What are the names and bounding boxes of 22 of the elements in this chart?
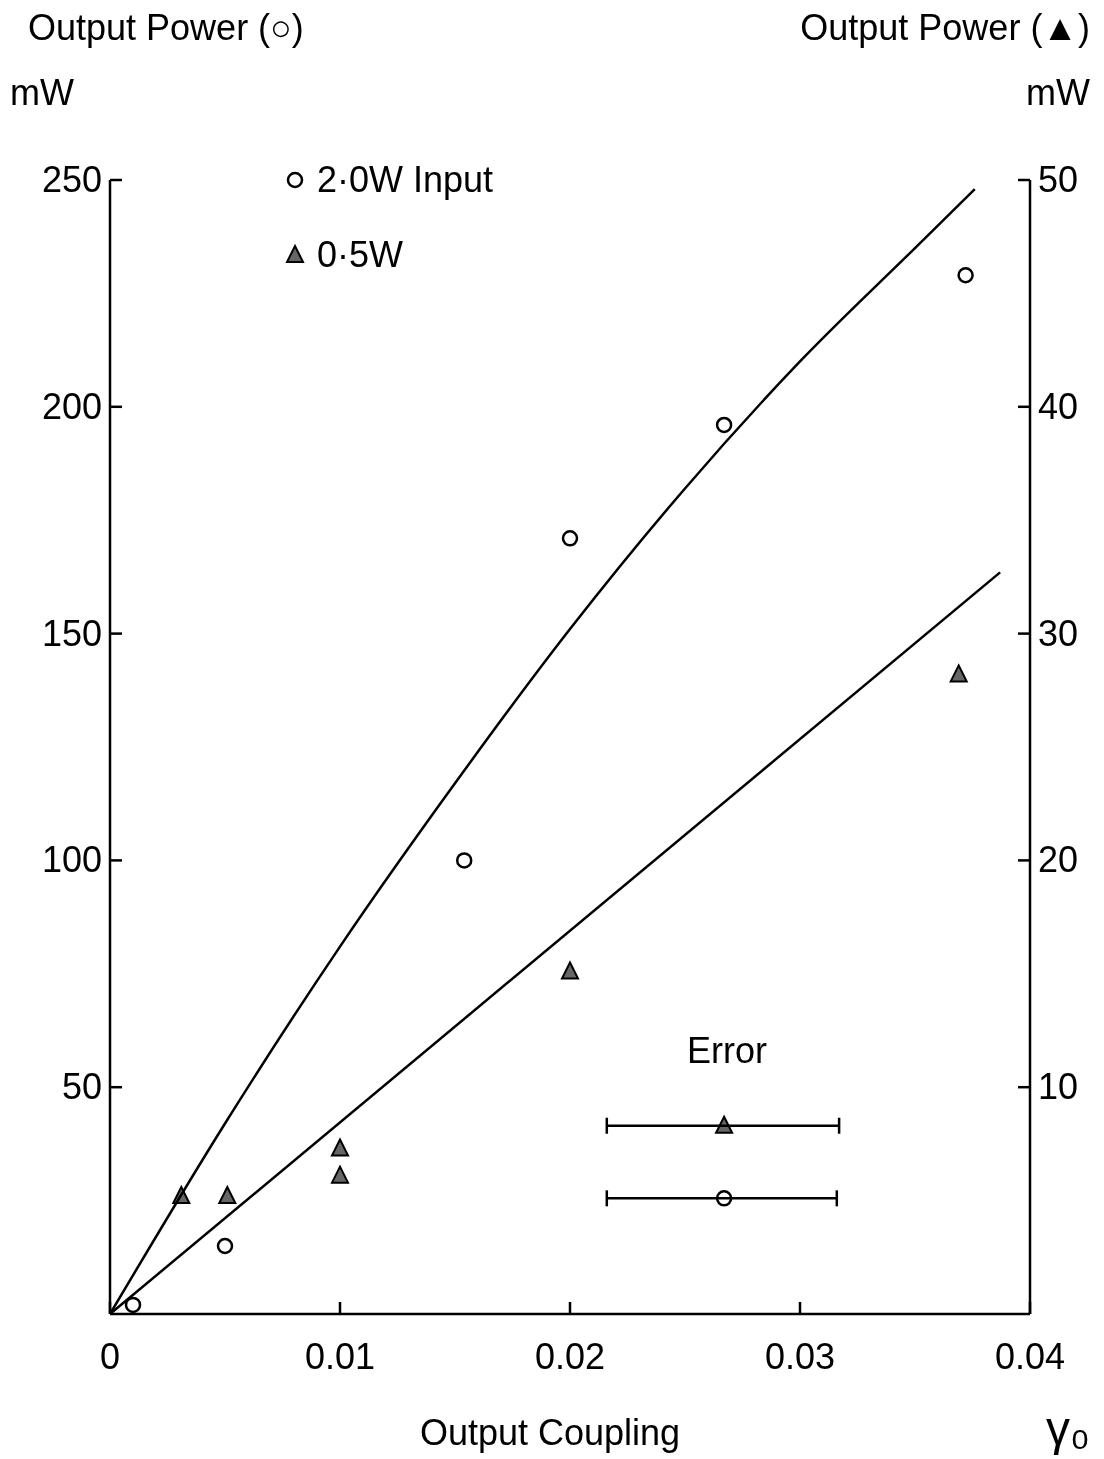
y-axis-title: Output Power (○) mW bbox=[10, 7, 304, 113]
y2-tick-label: 30 bbox=[1038, 612, 1079, 654]
y-tick-label: 250 bbox=[41, 159, 102, 200]
y-tick-label: 150 bbox=[41, 612, 102, 654]
legend-label: 0·5W bbox=[317, 234, 404, 275]
x-tick-label: 0 bbox=[99, 1336, 121, 1377]
x-tick-label: 0.04 bbox=[994, 1336, 1066, 1377]
text: γ₀ bbox=[1046, 1402, 1090, 1455]
y2-tick-label: 20 bbox=[1038, 839, 1079, 881]
y-tick-label: 100 bbox=[41, 839, 102, 881]
y2-axis-title: Output Power (▲) mW bbox=[800, 7, 1091, 113]
legend-label: 2·0W Input bbox=[317, 159, 494, 200]
y-tick-label: 50 bbox=[61, 1066, 102, 1108]
annotation: Error bbox=[687, 1030, 768, 1071]
y2-tick-label: 40 bbox=[1038, 385, 1079, 427]
x-tick-label: 0.03 bbox=[764, 1336, 836, 1377]
y-tick-label: 200 bbox=[41, 385, 102, 427]
x-axis-title: Output Coupling bbox=[419, 1412, 681, 1453]
y2-tick-label: 50 bbox=[1038, 159, 1079, 200]
y2-tick-label: 10 bbox=[1038, 1066, 1079, 1108]
x-tick-label: 0.02 bbox=[534, 1336, 606, 1377]
x-tick-label: 0.01 bbox=[304, 1336, 376, 1377]
